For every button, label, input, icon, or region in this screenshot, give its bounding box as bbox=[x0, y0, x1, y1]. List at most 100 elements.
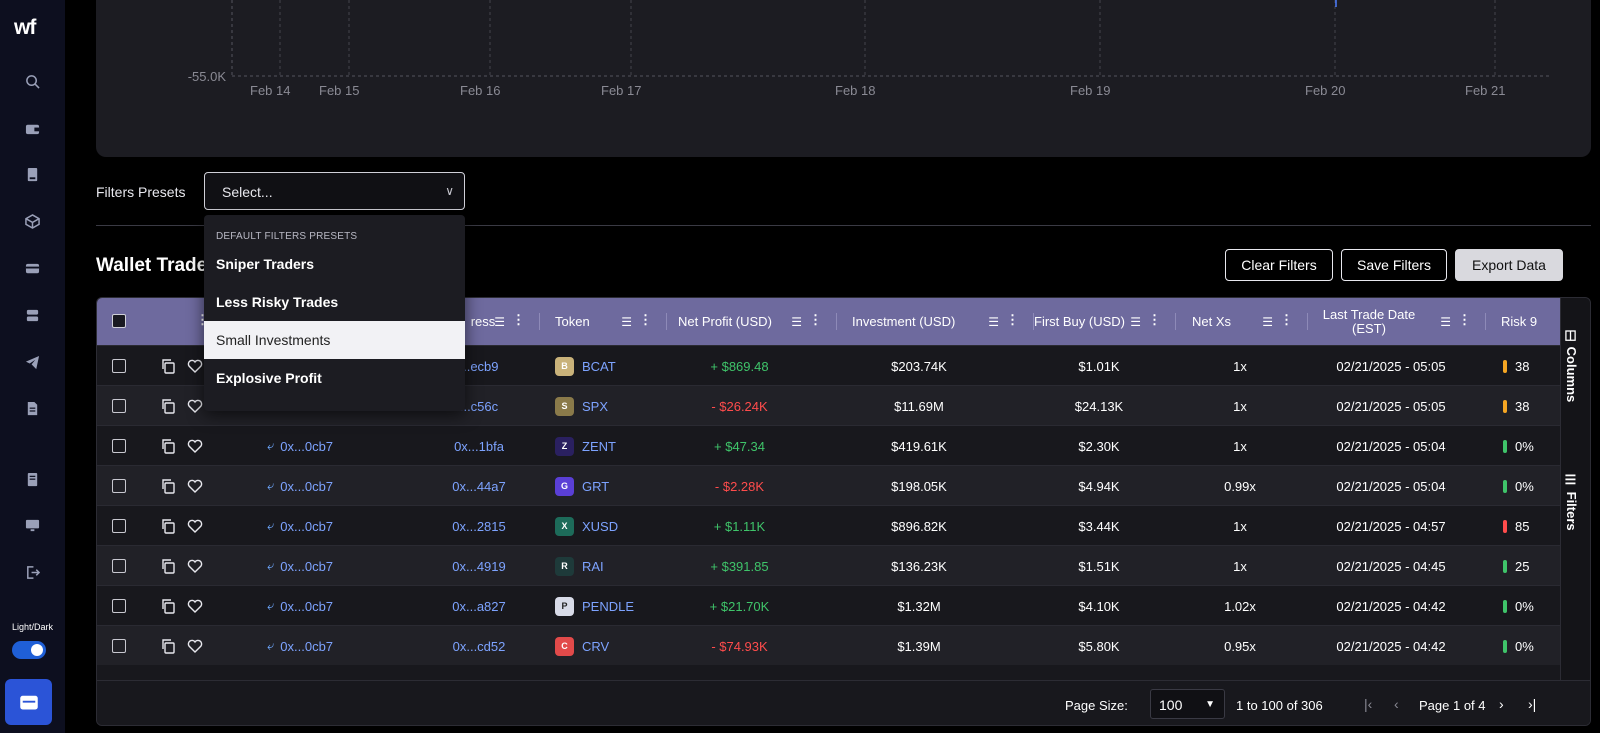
app-logo[interactable]: wf bbox=[14, 16, 36, 39]
card-icon[interactable] bbox=[22, 258, 42, 278]
row-checkbox[interactable] bbox=[112, 439, 126, 453]
copy-icon[interactable] bbox=[160, 466, 176, 506]
database-icon[interactable] bbox=[22, 305, 42, 325]
header-net-profit[interactable]: Net Profit (USD) ☰ ⋮ bbox=[678, 312, 822, 330]
table-row[interactable]: ⤶ 0x...0cb7 0x...44a7 G GRT - $2.28K $198.05K $… bbox=[97, 465, 1562, 505]
next-page-icon[interactable]: › bbox=[1499, 696, 1504, 712]
token-address-link[interactable]: 0x...4919 bbox=[452, 558, 506, 574]
token-cell[interactable]: Z ZENT bbox=[555, 426, 616, 466]
row-checkbox[interactable] bbox=[112, 399, 126, 413]
copy-icon[interactable] bbox=[160, 426, 176, 466]
copy-icon[interactable] bbox=[160, 386, 176, 426]
filter-icon[interactable]: ☰ bbox=[621, 315, 632, 329]
logout-icon[interactable] bbox=[22, 562, 42, 582]
filter-icon[interactable]: ☰ bbox=[1262, 315, 1273, 329]
copy-icon[interactable] bbox=[160, 586, 176, 626]
token-cell[interactable]: R RAI bbox=[555, 546, 604, 586]
copy-icon[interactable] bbox=[160, 626, 176, 666]
dropdown-option[interactable]: Small Investments bbox=[204, 321, 465, 359]
table-row[interactable]: ⤶ 0x...0cb7 0x...a827 P PENDLE + $21.70K $1.32… bbox=[97, 585, 1562, 625]
row-checkbox[interactable] bbox=[112, 359, 126, 373]
column-menu-icon[interactable]: ⋮ bbox=[1006, 312, 1019, 327]
book-icon[interactable] bbox=[22, 164, 42, 184]
wallet-connect-button[interactable] bbox=[5, 679, 52, 725]
token-address-link[interactable]: ...ecb9 bbox=[459, 358, 499, 374]
dropdown-option[interactable]: Less Risky Trades bbox=[216, 294, 339, 310]
search-icon[interactable] bbox=[22, 71, 42, 91]
heart-icon[interactable] bbox=[187, 586, 203, 626]
first-page-icon[interactable]: |‹ bbox=[1364, 696, 1373, 712]
prev-page-icon[interactable]: ‹ bbox=[1394, 696, 1399, 712]
last-page-icon[interactable]: ›| bbox=[1528, 696, 1537, 712]
token-cell[interactable]: G GRT bbox=[555, 466, 609, 506]
export-data-button[interactable]: Export Data bbox=[1455, 249, 1563, 281]
token-address-link[interactable]: 0x...a827 bbox=[452, 598, 506, 614]
heart-icon[interactable] bbox=[187, 546, 203, 586]
token-address-link[interactable]: 0x...1bfa bbox=[454, 438, 504, 454]
column-menu-icon[interactable]: ⋮ bbox=[1458, 312, 1471, 327]
table-row[interactable]: ⤶ 0x...0cb7 0x...1bfa Z ZENT + $47.34 $419.61K… bbox=[97, 425, 1562, 465]
column-menu-icon[interactable]: ⋮ bbox=[1148, 312, 1161, 327]
header-investment[interactable]: Investment (USD) ☰ ⋮ bbox=[852, 312, 1019, 330]
document-icon[interactable] bbox=[22, 398, 42, 418]
filter-icon[interactable]: ☰ bbox=[791, 315, 802, 329]
token-address-link[interactable]: 0x...cd52 bbox=[452, 638, 506, 654]
clear-filters-button[interactable]: Clear Filters bbox=[1225, 249, 1333, 281]
header-risk[interactable]: Risk 9 bbox=[1501, 313, 1538, 329]
wallet-address-link[interactable]: ⤶ 0x...0cb7 bbox=[267, 478, 334, 494]
table-row[interactable]: ⤶ 0x...0cb7 0x...4919 R RAI + $391.85 $136.23K… bbox=[97, 545, 1562, 585]
token-address-link[interactable]: ...c56c bbox=[459, 398, 499, 414]
dropdown-option[interactable]: Sniper Traders bbox=[216, 256, 315, 272]
copy-icon[interactable] bbox=[160, 546, 176, 586]
row-checkbox[interactable] bbox=[112, 479, 126, 493]
filter-icon[interactable]: ☰ bbox=[1130, 315, 1141, 329]
token-address-link[interactable]: 0x...2815 bbox=[452, 518, 506, 534]
heart-icon[interactable] bbox=[187, 506, 203, 546]
heart-icon[interactable] bbox=[187, 386, 203, 426]
token-cell[interactable]: B BCAT bbox=[555, 346, 616, 386]
heart-icon[interactable] bbox=[187, 346, 203, 386]
row-checkbox[interactable] bbox=[112, 599, 126, 613]
token-cell[interactable]: S SPX bbox=[555, 386, 608, 426]
filter-icon[interactable]: ☰ bbox=[988, 315, 999, 329]
header-first-buy[interactable]: First Buy (USD) ☰ ⋮ bbox=[1034, 312, 1161, 330]
header-token[interactable]: Token ☰ ⋮ bbox=[555, 312, 652, 330]
column-menu-icon[interactable]: ⋮ bbox=[1280, 312, 1293, 327]
wallet-icon[interactable] bbox=[22, 118, 42, 138]
filters-presets-select[interactable]: Select... ∨ bbox=[204, 172, 465, 210]
heart-icon[interactable] bbox=[187, 466, 203, 506]
wallet-address-link[interactable]: ⤶ 0x...0cb7 bbox=[267, 598, 334, 614]
header-last-trade-date[interactable]: Last Trade Date (EST) ☰ ⋮ bbox=[1322, 306, 1471, 336]
columns-tab[interactable]: ◫ Columns bbox=[1564, 328, 1579, 403]
row-checkbox[interactable] bbox=[112, 559, 126, 573]
row-checkbox[interactable] bbox=[112, 639, 126, 653]
column-menu-icon[interactable]: ⋮ bbox=[512, 312, 525, 327]
header-address[interactable]: ress ☰ ⋮ bbox=[470, 312, 525, 330]
telegram-icon[interactable] bbox=[22, 352, 42, 372]
monitor-icon[interactable] bbox=[22, 515, 42, 535]
dropdown-option[interactable]: Explosive Profit bbox=[216, 370, 322, 386]
receipt-icon[interactable] bbox=[22, 469, 42, 489]
heart-icon[interactable] bbox=[187, 426, 203, 466]
select-all-checkbox[interactable] bbox=[112, 314, 126, 328]
copy-icon[interactable] bbox=[160, 346, 176, 386]
filter-icon[interactable]: ☰ bbox=[494, 315, 505, 329]
table-row[interactable]: ⤶ 0x...0cb7 0x...cd52 C CRV - $74.93K $1.39M $5… bbox=[97, 625, 1562, 665]
wallet-address-link[interactable]: ⤶ 0x...0cb7 bbox=[267, 518, 334, 534]
page-size-select[interactable]: 100 ▼ bbox=[1150, 689, 1225, 719]
save-filters-button[interactable]: Save Filters bbox=[1341, 249, 1447, 281]
theme-toggle[interactable] bbox=[12, 641, 46, 659]
token-cell[interactable]: C CRV bbox=[555, 626, 609, 666]
filter-icon[interactable]: ☰ bbox=[1440, 315, 1451, 329]
token-address-link[interactable]: 0x...44a7 bbox=[452, 478, 506, 494]
wallet-address-link[interactable]: ⤶ 0x...0cb7 bbox=[267, 438, 334, 454]
token-cell[interactable]: X XUSD bbox=[555, 506, 618, 546]
copy-icon[interactable] bbox=[160, 506, 176, 546]
wallet-address-link[interactable]: ⤶ 0x...0cb7 bbox=[267, 638, 334, 654]
heart-icon[interactable] bbox=[187, 626, 203, 666]
table-row[interactable]: ⤶ 0x...0cb7 0x...2815 X XUSD + $1.11K $896.82K… bbox=[97, 505, 1562, 545]
cube-icon[interactable] bbox=[22, 211, 42, 231]
token-cell[interactable]: P PENDLE bbox=[555, 586, 634, 626]
row-checkbox[interactable] bbox=[112, 519, 126, 533]
header-net-xs[interactable]: Net Xs ☰ ⋮ bbox=[1192, 312, 1293, 330]
